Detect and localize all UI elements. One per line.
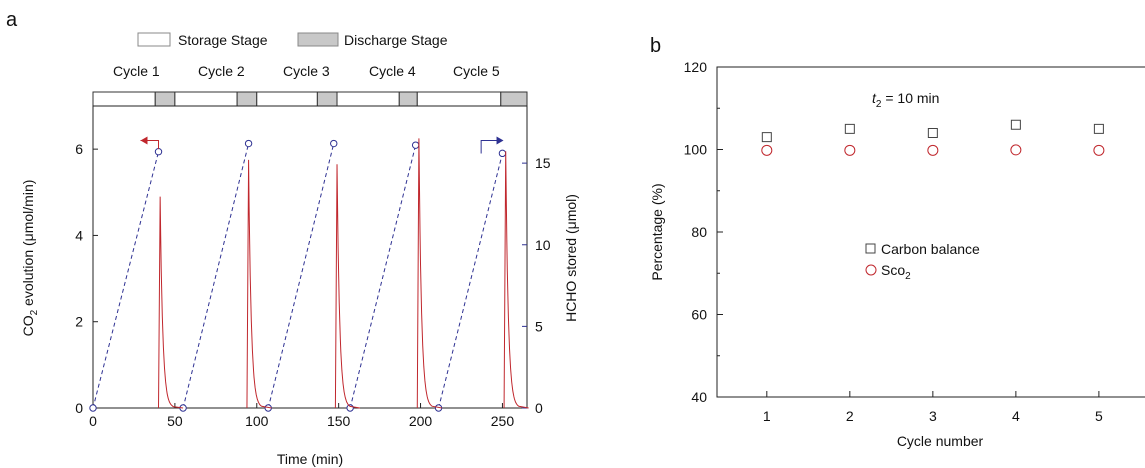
legend-carbon-balance: Carbon balance <box>881 241 980 257</box>
x-tick-label: 200 <box>409 413 433 429</box>
hcho-axis-arrow <box>480 140 498 154</box>
storage-stage-block <box>174 91 238 107</box>
y-tick-label: 60 <box>691 307 707 323</box>
carbon-balance-point <box>927 128 938 138</box>
carbon-balance-point <box>844 123 855 134</box>
x-axis-title-a: Time (min) <box>277 451 343 467</box>
discharge-stage-block <box>236 91 258 107</box>
y-left-sub: 2 <box>29 309 40 315</box>
stage-bar <box>92 91 528 107</box>
legend-sco2: Sco2 <box>881 262 911 282</box>
x-axis-title-b: Cycle number <box>897 433 984 449</box>
x-tick-label: 4 <box>1012 408 1020 424</box>
y-axis-title-left: CO2 evolution (μmol/min) <box>20 180 40 337</box>
discharge-stage-block <box>154 91 176 107</box>
y-left-tick-label: 0 <box>75 400 83 416</box>
discharge-stage-block <box>500 91 528 107</box>
storage-stage-block <box>92 91 156 107</box>
y-left-pre: CO <box>20 315 36 336</box>
plot-b: 1 2 3 4 5 40 60 80 100 120 <box>684 59 1105 424</box>
annotation-t2: t2 = 10 min <box>872 90 939 110</box>
y-axis-title-right: HCHO stored (μmol) <box>563 194 579 322</box>
annotation-sub: 2 <box>876 99 882 110</box>
hcho-point <box>330 139 338 148</box>
discharge-stage-block <box>398 91 418 107</box>
storage-stage-block <box>256 91 318 107</box>
x-tick-label: 3 <box>929 408 937 424</box>
x-tick-label: 150 <box>327 413 351 429</box>
sco2-point <box>1093 144 1105 156</box>
carbon-balance-point <box>1010 119 1021 130</box>
annotation-rest: = 10 min <box>881 90 939 106</box>
y-right-tick-label: 10 <box>535 237 551 253</box>
x-tick-label: 250 <box>491 413 515 429</box>
hcho-ramp-line <box>267 143 335 409</box>
plot-a: 0 50 100 150 200 250 0 2 4 6 0 5 10 15 <box>75 136 551 429</box>
sco2-point <box>927 144 939 156</box>
hcho-point <box>346 404 354 412</box>
x-tick-label: 100 <box>245 413 269 429</box>
hcho-point <box>89 404 97 412</box>
cycle-label: Cycle 5 <box>453 63 500 79</box>
hcho-arrow-head <box>496 136 504 145</box>
sco2-point <box>761 144 773 156</box>
y-right-tick-label: 5 <box>535 318 543 334</box>
y-right-tick-label: 15 <box>535 155 551 171</box>
x-tick-label: 50 <box>167 413 183 429</box>
legend-sco2-sub: 2 <box>905 271 911 282</box>
discharge-stage-block <box>316 91 338 107</box>
legend-sco2-pre: Sco <box>881 262 905 278</box>
y-tick-label: 80 <box>691 224 707 240</box>
hcho-point <box>244 139 253 148</box>
cycle-label: Cycle 1 <box>113 63 160 79</box>
legend-marker-circle <box>865 264 877 276</box>
annotation-var: t <box>872 90 877 106</box>
co2-peak <box>334 164 361 409</box>
carbon-balance-point <box>761 132 772 143</box>
x-tick-label: 5 <box>1095 408 1103 424</box>
plot-b-frame <box>716 66 1145 398</box>
storage-stage-block <box>336 91 400 107</box>
cycle-label: Cycle 3 <box>283 63 330 79</box>
plot-a-frame <box>92 105 528 409</box>
y-left-tick-label: 2 <box>75 314 83 330</box>
hcho-point <box>498 149 507 158</box>
hcho-point <box>411 141 420 149</box>
y-left-post: evolution (μmol/min) <box>20 180 36 310</box>
y-tick-label: 40 <box>691 389 707 405</box>
hcho-point <box>154 148 163 156</box>
co2-peak <box>416 138 442 409</box>
legend-marker-square <box>865 243 876 254</box>
panel-a-label: a <box>6 9 18 31</box>
cycle-label: Cycle 4 <box>369 63 416 79</box>
co2-arrow-head <box>140 136 148 145</box>
hcho-ramp-line <box>182 143 250 409</box>
legend-discharge-swatch <box>297 32 339 47</box>
y-left-tick-label: 6 <box>75 141 83 157</box>
hcho-ramp-line <box>92 151 159 409</box>
hcho-ramp-line <box>438 153 503 409</box>
co2-peak <box>246 159 272 409</box>
y-right-tick-label: 0 <box>535 400 543 416</box>
storage-stage-block <box>416 91 502 107</box>
y-axis-title-b: Percentage (%) <box>649 183 665 280</box>
x-tick-label: 1 <box>763 408 771 424</box>
panel-b-label: b <box>650 35 661 57</box>
x-tick-label: 0 <box>89 413 97 429</box>
y-tick-label: 120 <box>684 59 708 75</box>
y-tick-label: 100 <box>684 142 708 158</box>
legend-storage-swatch <box>137 32 171 47</box>
legend-discharge-label: Discharge Stage <box>344 32 448 48</box>
co2-peak <box>158 196 184 409</box>
hcho-ramp-line <box>349 145 417 409</box>
x-tick-label: 2 <box>846 408 854 424</box>
carbon-balance-point <box>1093 123 1104 134</box>
y-left-tick-label: 4 <box>75 227 83 243</box>
sco2-point <box>844 144 856 156</box>
legend-storage-label: Storage Stage <box>178 32 268 48</box>
sco2-point <box>1010 144 1022 156</box>
co2-peak <box>503 151 529 409</box>
cycle-label: Cycle 2 <box>198 63 245 79</box>
